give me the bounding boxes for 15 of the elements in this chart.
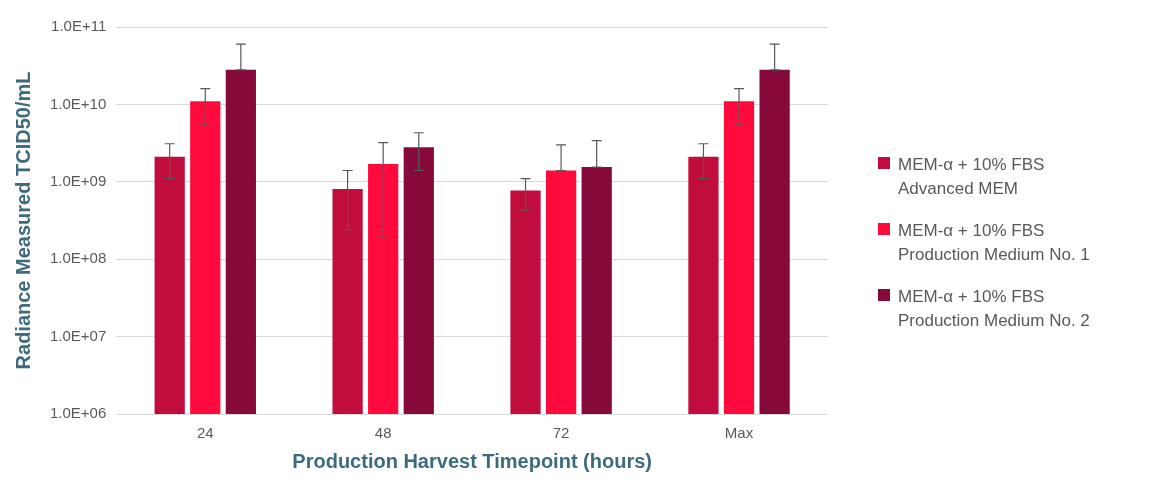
y-tick-label: 1.0E+11: [51, 17, 107, 35]
x-axis-title: Production Harvest Timepoint (hours): [292, 449, 652, 472]
x-tick-label: 48: [374, 424, 392, 442]
y-tick-label: 1.0E+10: [49, 94, 107, 112]
legend-label: MEM-α + 10% FBS Production Medium No. 2: [898, 286, 1090, 332]
legend-label: MEM-α + 10% FBS Production Medium No. 1: [898, 220, 1090, 266]
x-tick-label: 72: [552, 424, 570, 442]
y-tick-label: 1.0E+06: [49, 404, 107, 422]
x-tick-label: 24: [196, 424, 214, 442]
y-tick-label: 1.0E+08: [49, 249, 107, 267]
y-tick-label: 1.0E+09: [49, 171, 107, 189]
y-tick-label: 1.0E+07: [49, 326, 107, 344]
y-axis-title: Radiance Measured TCID50/mL: [11, 71, 34, 370]
legend-label: MEM-α + 10% FBS Advanced MEM: [898, 154, 1045, 200]
x-tick-label: Max: [724, 424, 754, 442]
